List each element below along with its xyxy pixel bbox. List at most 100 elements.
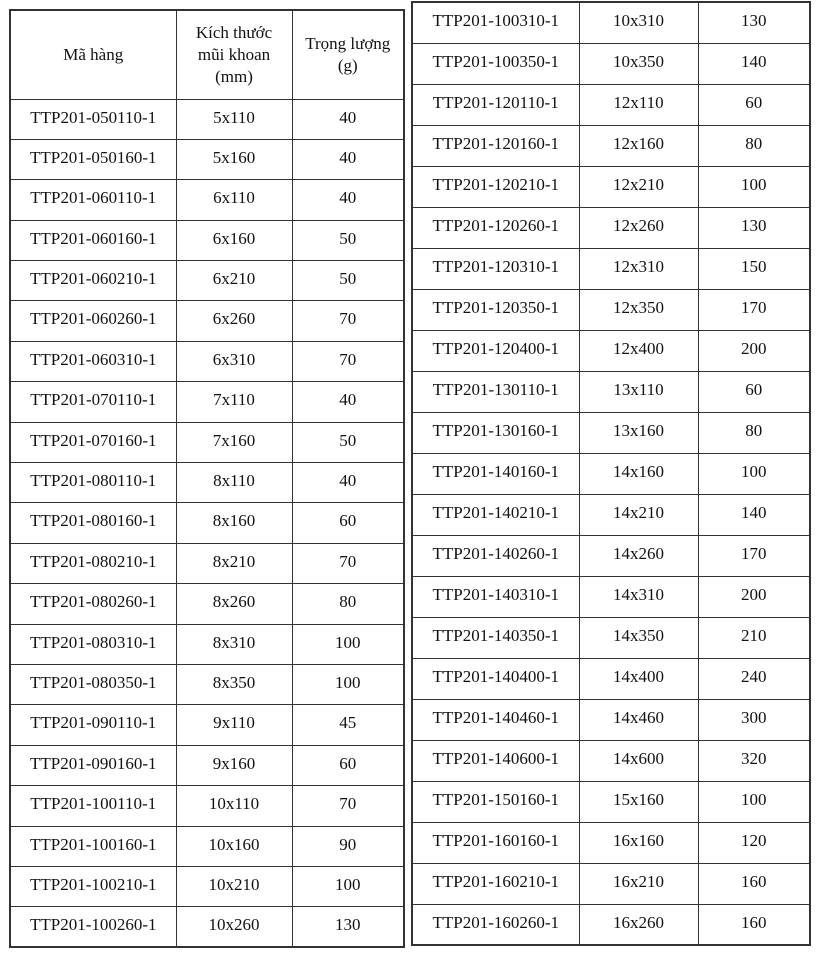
drill-size-cell: 10x350 [578,42,699,85]
weight-cell: 40 [291,462,405,504]
header-size-line1: Kích thước [195,22,273,42]
drill-size-cell: 13x110 [578,370,699,413]
drill-size-cell: 14x310 [578,575,699,618]
product-code-cell: TTP201-140160-1 [411,452,580,495]
drill-size-cell: 12x350 [578,288,699,331]
product-code-cell: TTP201-060160-1 [9,219,177,262]
table-row: TTP201-100350-1 10x350 140 [411,42,811,85]
weight-cell: 150 [697,247,811,290]
table-row: TTP201-120110-1 12x110 60 [411,83,811,126]
product-code-cell: TTP201-150160-1 [411,780,580,823]
table-row: TTP201-090160-1 9x160 60 [9,744,405,787]
weight-cell: 100 [291,663,405,706]
table-row: TTP201-100210-1 10x210 100 [9,865,405,908]
weight-cell: 50 [291,421,405,464]
weight-cell: 40 [291,98,405,140]
table-row: TTP201-070160-1 7x160 50 [9,421,405,464]
table-row: TTP201-140210-1 14x210 140 [411,493,811,536]
product-code-cell: TTP201-140310-1 [411,575,580,618]
table-row: TTP201-130160-1 13x160 80 [411,411,811,454]
drill-size-cell: 16x160 [578,821,699,864]
product-code-cell: TTP201-060110-1 [9,179,177,221]
weight-cell: 60 [697,370,811,413]
drill-size-cell: 6x310 [175,340,293,383]
product-code-cell: TTP201-060210-1 [9,260,177,302]
drill-size-cell: 13x160 [578,411,699,454]
drill-size-cell: 8x350 [175,663,293,706]
weight-cell: 170 [697,288,811,331]
table-row: TTP201-080110-1 8x110 40 [9,462,405,504]
product-code-cell: TTP201-100310-1 [411,1,580,44]
drill-size-cell: 10x210 [175,865,293,908]
weight-cell: 100 [291,865,405,908]
table-row: TTP201-060110-1 6x110 40 [9,179,405,221]
drill-size-cell: 10x310 [578,1,699,44]
product-code-cell: TTP201-080160-1 [9,502,177,544]
product-code-cell: TTP201-100210-1 [9,865,177,908]
product-code-cell: TTP201-050110-1 [9,98,177,140]
weight-cell: 40 [291,138,405,181]
product-code-cell: TTP201-140460-1 [411,698,580,741]
header-size: Kích thước mũi khoan (mm) [175,9,293,100]
table-row: TTP201-150160-1 15x160 100 [411,780,811,823]
table-row: TTP201-050110-1 5x110 40 [9,98,405,140]
header-row: Mã hàng Kích thước mũi khoan (mm) Trọng lư… [9,9,405,100]
product-code-cell: TTP201-130110-1 [411,370,580,413]
table-row: TTP201-080260-1 8x260 80 [9,583,405,625]
product-code-cell: TTP201-120310-1 [411,247,580,290]
product-code-cell: TTP201-140400-1 [411,657,580,700]
drill-size-cell: 10x110 [175,785,293,827]
weight-cell: 45 [291,704,405,746]
weight-cell: 130 [697,1,811,44]
product-code-cell: TTP201-120210-1 [411,165,580,208]
product-code-cell: TTP201-160210-1 [411,862,580,905]
weight-cell: 40 [291,179,405,221]
product-code-cell: TTP201-120400-1 [411,329,580,372]
weight-cell: 100 [291,623,405,665]
weight-cell: 70 [291,300,405,342]
table-row: TTP201-080210-1 8x210 70 [9,542,405,585]
weight-cell: 90 [291,825,405,867]
weight-cell: 240 [697,657,811,700]
weight-cell: 200 [697,575,811,618]
header-code: Mã hàng [9,9,177,100]
drill-size-cell: 7x160 [175,421,293,464]
header-weight-line1: Trọng lượng [305,33,391,53]
weight-cell: 160 [697,903,811,946]
product-code-cell: TTP201-120160-1 [411,124,580,167]
product-code-cell: TTP201-080260-1 [9,583,177,625]
product-code-cell: TTP201-060260-1 [9,300,177,342]
drill-size-cell: 8x160 [175,502,293,544]
drill-size-cell: 12x260 [578,206,699,249]
product-code-cell: TTP201-100350-1 [411,42,580,85]
weight-cell: 70 [291,340,405,383]
drill-size-cell: 12x210 [578,165,699,208]
product-code-cell: TTP201-080210-1 [9,542,177,585]
drill-size-cell: 12x110 [578,83,699,126]
drill-size-cell: 14x460 [578,698,699,741]
header-size-line3: (mm) [215,66,253,86]
table-row: TTP201-120210-1 12x210 100 [411,165,811,208]
header-weight: Trọng lượng (g) [291,9,405,100]
weight-cell: 70 [291,785,405,827]
table-row: TTP201-140310-1 14x310 200 [411,575,811,618]
table-row: TTP201-140460-1 14x460 300 [411,698,811,741]
table-row: TTP201-100160-1 10x160 90 [9,825,405,867]
table-row: TTP201-120400-1 12x400 200 [411,329,811,372]
header-size-line2: mũi khoan [197,44,271,64]
drill-size-cell: 12x160 [578,124,699,167]
drill-size-cell: 8x310 [175,623,293,665]
drill-size-cell: 14x260 [578,534,699,577]
product-code-cell: TTP201-160160-1 [411,821,580,864]
drill-size-cell: 12x310 [578,247,699,290]
product-code-cell: TTP201-140350-1 [411,616,580,659]
drill-size-cell: 14x600 [578,739,699,782]
drill-bit-table-right: TTP201-100310-1 10x310 130 TTP201-100350-1 1… [411,1,811,946]
drill-size-cell: 14x210 [578,493,699,536]
weight-cell: 80 [697,411,811,454]
drill-size-cell: 5x110 [175,98,293,140]
drill-size-cell: 7x110 [175,381,293,423]
drill-size-cell: 16x260 [578,903,699,946]
weight-cell: 50 [291,219,405,262]
table-row: TTP201-140160-1 14x160 100 [411,452,811,495]
